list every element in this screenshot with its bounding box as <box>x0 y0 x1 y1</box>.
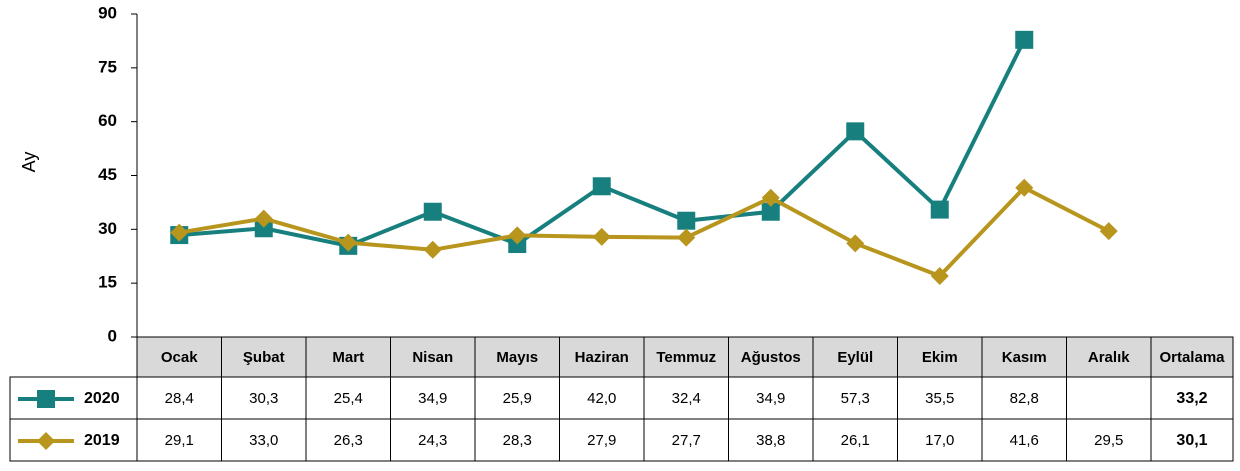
data-point <box>170 223 189 242</box>
column-header: Ağustos <box>741 349 801 366</box>
series-line <box>179 38 1027 248</box>
table-value: 30,3 <box>249 390 278 407</box>
table-value: 28,3 <box>503 432 532 449</box>
data-point <box>423 202 442 221</box>
series-line <box>178 185 1110 278</box>
y-axis-label: Ay <box>19 152 39 173</box>
column-header: Kasım <box>1002 349 1047 366</box>
table-value: 26,1 <box>841 432 870 449</box>
table-value: 32,4 <box>672 390 701 407</box>
data-point <box>423 240 442 259</box>
column-header: Ekim <box>922 349 958 366</box>
y-tick-label: 60 <box>98 111 117 130</box>
y-tick-label: 90 <box>98 3 117 22</box>
data-point <box>761 188 780 207</box>
table-value: 27,9 <box>587 432 616 449</box>
data-point <box>761 202 780 221</box>
data-point <box>930 266 949 285</box>
table-value: 29,1 <box>165 432 194 449</box>
table-value: 41,6 <box>1010 432 1039 449</box>
y-tick-label: 15 <box>98 273 117 292</box>
y-tick-label: 75 <box>98 57 117 76</box>
table-value: 35,5 <box>925 390 954 407</box>
legend-label: 2020 <box>84 390 120 407</box>
legend-marker <box>37 390 55 408</box>
legend-label: 2019 <box>84 432 120 449</box>
table-value: 82,8 <box>1010 390 1039 407</box>
legend-marker <box>37 432 55 450</box>
data-point <box>677 228 696 247</box>
column-header: Eylül <box>837 349 873 366</box>
column-header: Ortalama <box>1159 349 1225 366</box>
table-value: 27,7 <box>672 432 701 449</box>
data-point <box>846 122 865 141</box>
data-point <box>508 226 527 245</box>
data-point <box>1099 222 1118 241</box>
data-point <box>1015 30 1034 49</box>
table-value: 17,0 <box>925 432 954 449</box>
y-tick-label: 45 <box>98 165 117 184</box>
table-value: 25,4 <box>334 390 363 407</box>
table-value: 38,8 <box>756 432 785 449</box>
data-point <box>846 234 865 253</box>
table-value: 42,0 <box>587 390 616 407</box>
y-tick-label: 30 <box>98 219 117 238</box>
column-header: Temmuz <box>656 349 716 366</box>
data-point <box>339 233 358 252</box>
table-average: 33,2 <box>1176 390 1207 407</box>
data-point <box>254 219 273 238</box>
table-value: 29,5 <box>1094 432 1123 449</box>
data-point <box>592 227 611 246</box>
column-header: Aralık <box>1088 349 1130 366</box>
table-value: 25,9 <box>503 390 532 407</box>
data-point <box>677 211 696 230</box>
table-value: 57,3 <box>841 390 870 407</box>
data-point <box>1015 178 1034 197</box>
column-header: Mayıs <box>496 349 538 366</box>
data-point <box>930 200 949 219</box>
column-header: Ocak <box>161 349 198 366</box>
y-tick-label: 0 <box>108 326 117 345</box>
table-value: 34,9 <box>756 390 785 407</box>
table-value: 28,4 <box>165 390 194 407</box>
data-point <box>592 177 611 196</box>
column-header: Mart <box>332 349 364 366</box>
column-header: Nisan <box>412 349 453 366</box>
table-value: 34,9 <box>418 390 447 407</box>
table-average: 30,1 <box>1176 432 1207 449</box>
column-header: Haziran <box>575 349 629 366</box>
data-point <box>254 209 273 228</box>
column-header: Şubat <box>243 349 285 366</box>
table-value: 33,0 <box>249 432 278 449</box>
table-value: 24,3 <box>418 432 447 449</box>
table-value: 26,3 <box>334 432 363 449</box>
